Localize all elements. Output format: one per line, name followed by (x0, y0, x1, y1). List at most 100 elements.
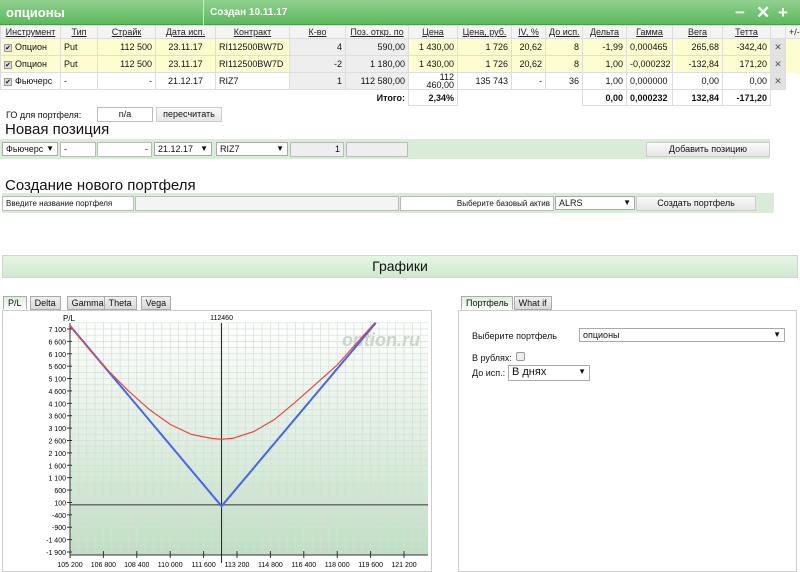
series-line-expiration (70, 322, 377, 508)
column-header[interactable]: Цена (408, 25, 458, 39)
side-tab-портфель[interactable]: Портфель (461, 296, 514, 310)
instrument-select[interactable]: Фьючерс (2, 142, 58, 156)
watermark: option.ru (342, 330, 420, 350)
total-theta: -171,20 (722, 89, 771, 106)
portfolio-header: опционы Создан 10.11.17 − ✕ + (0, 0, 800, 25)
date-select[interactable]: 21.12.17 (154, 142, 212, 156)
column-header[interactable]: Гамма (626, 25, 673, 39)
column-header[interactable]: Вега (672, 25, 723, 39)
row-checkbox[interactable]: ✔ (4, 61, 12, 69)
column-header (770, 25, 786, 39)
x-tick-label: 106 800 (91, 562, 116, 569)
chart-tab-vega[interactable]: Vega (140, 296, 172, 310)
x-tick-label: 113 200 (225, 562, 250, 569)
gamma-value: 0,000000 (630, 76, 668, 86)
remove-row-icon[interactable]: ✕ (770, 55, 786, 73)
column-header[interactable]: Страйк (97, 25, 156, 39)
row-checkbox[interactable]: ✔ (4, 78, 12, 86)
side-tab-whatif[interactable]: What if (513, 296, 552, 310)
price-field[interactable] (346, 142, 408, 157)
cell-contract: RI112500BW7D (215, 38, 290, 56)
portfolio-name-label: Введите название портфеля (2, 196, 134, 211)
y-tick-label: -400 (52, 513, 66, 520)
cell-gamma: 0,000000 (626, 72, 673, 90)
vega-value: 0,00 (701, 76, 719, 86)
cell-type: - (60, 72, 98, 90)
y-tick-label: 6 100 (48, 352, 66, 359)
remove-row-icon[interactable]: ✕ (770, 38, 786, 56)
date-value: 23.11.17 (168, 42, 203, 52)
column-header[interactable]: Поз. откр. по (345, 25, 409, 39)
cell-price: 1 430,00 (408, 38, 458, 56)
column-header[interactable]: К-во (289, 25, 346, 39)
cell-instrument: ✔ Опцион (0, 38, 61, 56)
portfolio-name-input[interactable] (135, 196, 399, 211)
chart-tab-gamma[interactable]: Gamma (66, 296, 109, 310)
cell-theta: 0,00 (722, 72, 771, 90)
base-asset-select[interactable]: ALRS (555, 196, 635, 210)
contract-select[interactable]: RIZ7 (216, 142, 288, 156)
total-pct: 2,34% (408, 89, 458, 106)
empty-cell (546, 90, 583, 106)
type-field[interactable]: - (60, 142, 96, 157)
chart-tab-delta[interactable]: Delta (29, 296, 61, 310)
cell-gamma: 0,000465 (626, 38, 673, 56)
empty-cell (785, 38, 800, 56)
chart-tab-theta[interactable]: Theta (103, 296, 137, 310)
minus-icon[interactable]: − (735, 3, 745, 22)
type-value: Put (64, 59, 78, 69)
column-header[interactable]: Дата исп. (155, 25, 216, 39)
rub-label: В рублях: (472, 353, 512, 363)
qty-field[interactable]: 1 (290, 142, 344, 157)
spot-label: 112460 (210, 315, 233, 322)
plus-icon[interactable]: + (778, 3, 788, 22)
close-icon[interactable]: ✕ (756, 3, 771, 22)
cell-price_rub: 1 726 (457, 55, 512, 73)
column-header[interactable]: Тип (60, 25, 98, 39)
strike-field[interactable]: - (97, 142, 152, 157)
column-header[interactable]: До исп. (545, 25, 583, 39)
column-header[interactable]: Дельта (582, 25, 627, 39)
y-tick-label: 600 (54, 488, 66, 495)
chart-tab-pl[interactable]: P/L (3, 296, 27, 310)
delta-value: 1,00 (605, 59, 623, 69)
rub-checkbox[interactable] (516, 352, 525, 361)
column-header[interactable]: Тетта (722, 25, 771, 39)
portfolio-select[interactable]: опционы (579, 328, 785, 342)
column-header[interactable]: +/- (785, 25, 800, 39)
instrument-value: Опцион (15, 42, 48, 52)
column-header[interactable]: IV, % (511, 25, 546, 39)
table-row: ✔ Опцион Put 112 500 23.11.17 RI112500BW7D 4 59… (0, 38, 800, 56)
qty-value: 1 (336, 76, 342, 86)
margin-label: ГО для портфеля: (6, 110, 82, 120)
empty-cell (1, 90, 61, 106)
cell-strike: 112 500 (97, 55, 156, 73)
empty-cell (216, 90, 290, 106)
cell-open: 1 180,00 (345, 55, 409, 73)
cell-theta: 171,20 (722, 55, 771, 73)
add-position-button[interactable]: Добавить позицию (646, 142, 770, 157)
cell-type: Put (60, 38, 98, 56)
days-value: 36 (568, 76, 579, 86)
base-asset-label: Выберите базовый актив (400, 196, 554, 211)
type-value: Put (64, 42, 78, 52)
create-portfolio-button[interactable]: Создать портфель (636, 196, 756, 211)
column-header[interactable]: Инструмент (0, 25, 61, 39)
recalculate-button[interactable]: пересчитать (156, 107, 222, 122)
strike-value: 112 500 (120, 42, 152, 52)
x-tick-label: 118 000 (325, 562, 350, 569)
row-checkbox[interactable]: ✔ (4, 44, 12, 52)
side-panel: Выберите портфель опционы В рублях: До и… (458, 310, 797, 572)
price_rub-value: 1 726 (485, 59, 508, 69)
total-delta: 0,00 (582, 89, 627, 106)
cell-theta: -342,40 (722, 38, 771, 56)
expiration-select[interactable]: В днях (508, 365, 590, 381)
pl-chart: option.ru 112460 P/L 7 100 6 600 6 100 5 600 5 … (46, 314, 428, 569)
column-header[interactable]: Контракт (215, 25, 290, 39)
empty-cell (61, 90, 98, 106)
column-header[interactable]: Цена, руб. (457, 25, 512, 39)
remove-row-icon[interactable]: ✕ (770, 72, 786, 90)
cell-type: Put (60, 55, 98, 73)
gamma-value: 0,000465 (630, 42, 668, 52)
y-tick-label: 3 100 (48, 426, 66, 433)
